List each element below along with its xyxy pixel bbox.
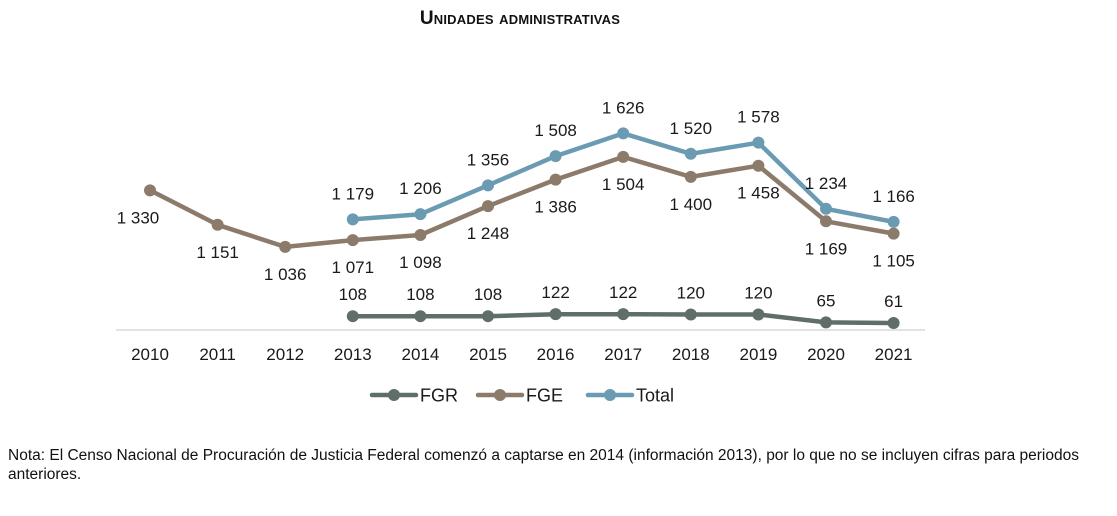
data-point-fge bbox=[549, 173, 562, 186]
data-point-fgr bbox=[887, 316, 900, 329]
data-label-total: 1 234 bbox=[805, 174, 848, 193]
data-point-fge bbox=[617, 150, 630, 163]
data-label-total: 1 166 bbox=[872, 187, 915, 206]
x-tick-label: 2019 bbox=[739, 345, 777, 364]
data-label-fge: 1 169 bbox=[805, 239, 848, 258]
x-tick-label: 2012 bbox=[266, 345, 304, 364]
data-label-total: 1 578 bbox=[737, 108, 780, 127]
x-tick-label: 2021 bbox=[875, 345, 913, 364]
data-point-fgr bbox=[752, 308, 765, 321]
legend-swatch-marker bbox=[494, 389, 506, 401]
x-tick-label: 2017 bbox=[604, 345, 642, 364]
x-tick-label: 2016 bbox=[537, 345, 575, 364]
legend-swatch-marker bbox=[604, 389, 616, 401]
data-point-fge bbox=[752, 159, 765, 172]
data-label-fgr: 65 bbox=[817, 291, 836, 310]
data-point-total bbox=[820, 202, 832, 215]
data-point-fge bbox=[887, 227, 900, 240]
data-label-fge: 1 400 bbox=[670, 195, 713, 214]
data-label-fge: 1 098 bbox=[399, 253, 442, 272]
data-point-fge bbox=[482, 200, 494, 213]
legend-label: Total bbox=[636, 386, 674, 406]
data-label-fge: 1 386 bbox=[534, 198, 577, 217]
data-label-total: 1 356 bbox=[467, 150, 510, 169]
data-label-fge: 1 036 bbox=[264, 265, 307, 284]
data-label-fge: 1 248 bbox=[467, 224, 510, 243]
data-point-fge bbox=[820, 215, 832, 228]
data-label-fgr: 122 bbox=[609, 283, 637, 302]
data-point-fge bbox=[144, 184, 156, 197]
x-tick-label: 2013 bbox=[334, 345, 372, 364]
legend-swatch-marker bbox=[388, 389, 400, 401]
data-point-fgr bbox=[684, 308, 697, 321]
data-point-fgr bbox=[617, 308, 630, 321]
data-point-fgr bbox=[346, 310, 359, 323]
legend-item-fgr: FGR bbox=[369, 386, 458, 406]
data-label-fge: 1 151 bbox=[196, 243, 239, 262]
data-label-total: 1 206 bbox=[399, 179, 442, 198]
data-point-fge bbox=[684, 170, 697, 183]
x-tick-label: 2020 bbox=[807, 345, 845, 364]
x-tick-label: 2015 bbox=[469, 345, 507, 364]
data-label-total: 1 508 bbox=[534, 121, 577, 140]
legend-item-total: Total bbox=[585, 386, 674, 406]
data-point-total bbox=[549, 150, 562, 163]
x-tick-label: 2018 bbox=[672, 345, 710, 364]
chart-note: Nota: El Censo Nacional de Procuración d… bbox=[8, 447, 1079, 483]
chart-title: Unidades administrativas bbox=[419, 8, 621, 29]
data-label-fge: 1 458 bbox=[737, 184, 780, 203]
data-label-total: 1 626 bbox=[602, 98, 645, 117]
legend-label: FGE bbox=[526, 386, 563, 406]
data-label-total: 1 179 bbox=[332, 184, 375, 203]
data-point-fge bbox=[211, 218, 224, 231]
data-label-fge: 1 105 bbox=[872, 252, 915, 271]
data-label-fgr: 120 bbox=[744, 283, 772, 302]
data-point-total bbox=[684, 147, 697, 160]
legend-item-fge: FGE bbox=[475, 386, 563, 406]
data-label-fgr: 120 bbox=[677, 283, 705, 302]
x-tick-label: 2010 bbox=[131, 345, 169, 364]
data-label-fge: 1 330 bbox=[117, 208, 160, 227]
data-point-total bbox=[346, 213, 359, 226]
data-label-fgr: 108 bbox=[474, 285, 502, 304]
chart: 2010 2011 2012 2013 2014 2015 2016 2017 2018 2019… bbox=[116, 98, 925, 406]
data-point-total bbox=[482, 179, 494, 192]
data-label-fgr: 108 bbox=[406, 285, 434, 304]
data-label-total: 1 520 bbox=[670, 119, 713, 138]
data-label-fgr: 61 bbox=[884, 292, 903, 311]
data-point-total bbox=[752, 136, 765, 149]
data-label-fgr: 122 bbox=[541, 283, 569, 302]
data-label-fge: 1 071 bbox=[332, 258, 375, 277]
data-point-total bbox=[617, 127, 630, 140]
data-point-fge bbox=[414, 228, 427, 241]
data-point-total bbox=[887, 215, 900, 228]
legend-label: FGR bbox=[420, 386, 458, 406]
data-point-fgr bbox=[820, 316, 832, 329]
data-label-fgr: 108 bbox=[339, 285, 367, 304]
data-point-total bbox=[414, 208, 427, 221]
x-tick-label: 2011 bbox=[199, 345, 236, 364]
data-point-fgr bbox=[549, 308, 562, 321]
data-point-fge bbox=[279, 240, 292, 253]
data-point-fgr bbox=[414, 310, 427, 323]
data-point-fge bbox=[346, 234, 359, 247]
data-point-fgr bbox=[482, 310, 494, 323]
x-tick-label: 2014 bbox=[401, 345, 439, 364]
series-line-fge bbox=[147, 154, 896, 250]
data-label-fge: 1 504 bbox=[602, 175, 645, 194]
